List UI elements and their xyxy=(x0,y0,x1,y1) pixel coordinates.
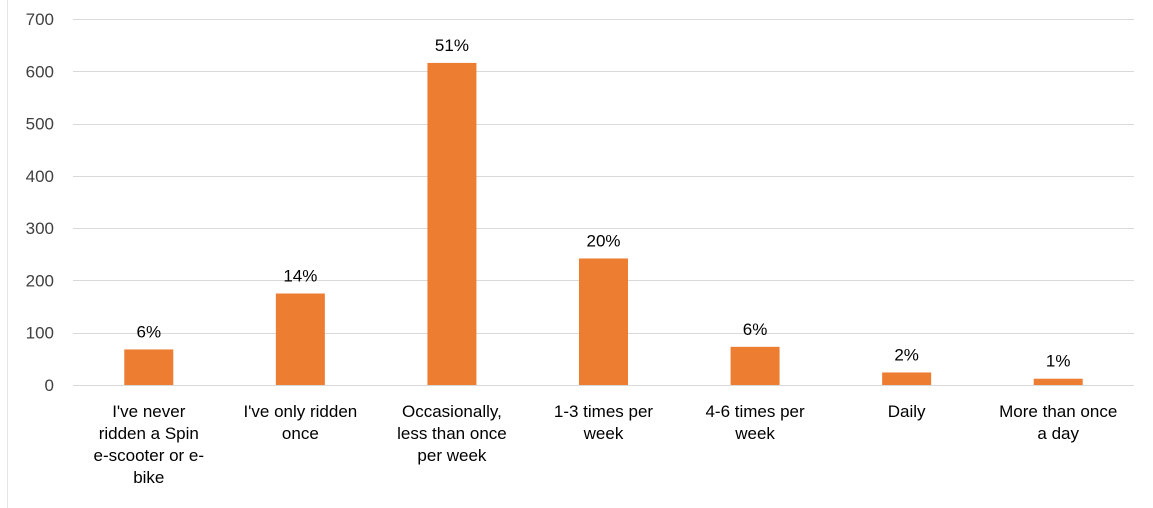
x-tick-label: 4-6 times per week xyxy=(705,402,805,443)
bar xyxy=(1033,378,1083,385)
y-tick-label: 0 xyxy=(45,376,54,395)
y-tick-label: 400 xyxy=(26,167,54,186)
x-tick-label-line: I've only ridden xyxy=(243,402,357,421)
x-tick-label: Daily xyxy=(888,402,926,421)
bar xyxy=(427,62,477,386)
bar xyxy=(882,372,932,385)
y-axis: 0 100 200 300 400 500 600 700 xyxy=(26,10,54,395)
data-label: 6% xyxy=(743,320,768,339)
x-tick-label-line: 4-6 times per xyxy=(705,402,805,421)
x-tick-label: More than once a day xyxy=(999,402,1117,443)
x-tick-label-line: per week xyxy=(417,446,486,465)
y-tick-label: 600 xyxy=(26,62,54,81)
x-tick-label: I've never ridden a Spin e-scooter or e-bi… xyxy=(94,402,205,487)
data-label: 51% xyxy=(435,36,469,55)
x-tick-label-line: bike xyxy=(133,468,164,487)
bar xyxy=(275,293,325,385)
data-label: 2% xyxy=(894,345,919,364)
y-tick-label: 500 xyxy=(26,115,54,134)
data-label: 20% xyxy=(586,231,620,250)
x-tick-label-line: Daily xyxy=(888,402,926,421)
x-tick-label: 1-3 times per week xyxy=(554,402,654,443)
x-tick-label: Occasionally, less than once per week xyxy=(397,402,507,465)
y-tick-label: 700 xyxy=(26,10,54,29)
x-tick-label-line: Occasionally, xyxy=(402,402,502,421)
y-tick-label: 100 xyxy=(26,324,54,343)
bar xyxy=(730,346,780,385)
x-tick-label-line: e-scooter or e- xyxy=(94,446,205,465)
x-tick-label-line: I've never xyxy=(112,402,186,421)
bars xyxy=(124,62,1083,386)
data-label: 1% xyxy=(1046,352,1071,371)
x-tick-label: I've only ridden once xyxy=(243,402,357,443)
x-axis: I've never ridden a Spin e-scooter or e-bi… xyxy=(73,385,1134,487)
bar xyxy=(124,349,174,385)
data-label: 14% xyxy=(283,267,317,286)
x-tick-label-line: week xyxy=(583,424,624,443)
x-tick-label-line: less than once xyxy=(397,424,507,443)
x-tick-label-line: 1-3 times per xyxy=(554,402,654,421)
y-tick-label: 300 xyxy=(26,219,54,238)
x-tick-label-line: ridden a Spin xyxy=(99,424,199,443)
bar xyxy=(579,258,628,385)
x-tick-label-line: a day xyxy=(1037,424,1079,443)
y-tick-label: 200 xyxy=(26,271,54,290)
x-tick-label-line: week xyxy=(734,424,775,443)
x-tick-label-line: once xyxy=(282,424,319,443)
data-labels: 6% 14% 51% 20% 6% 2% 1% xyxy=(136,36,1070,371)
x-tick-label-line: More than once xyxy=(999,402,1117,421)
data-label: 6% xyxy=(136,322,161,341)
